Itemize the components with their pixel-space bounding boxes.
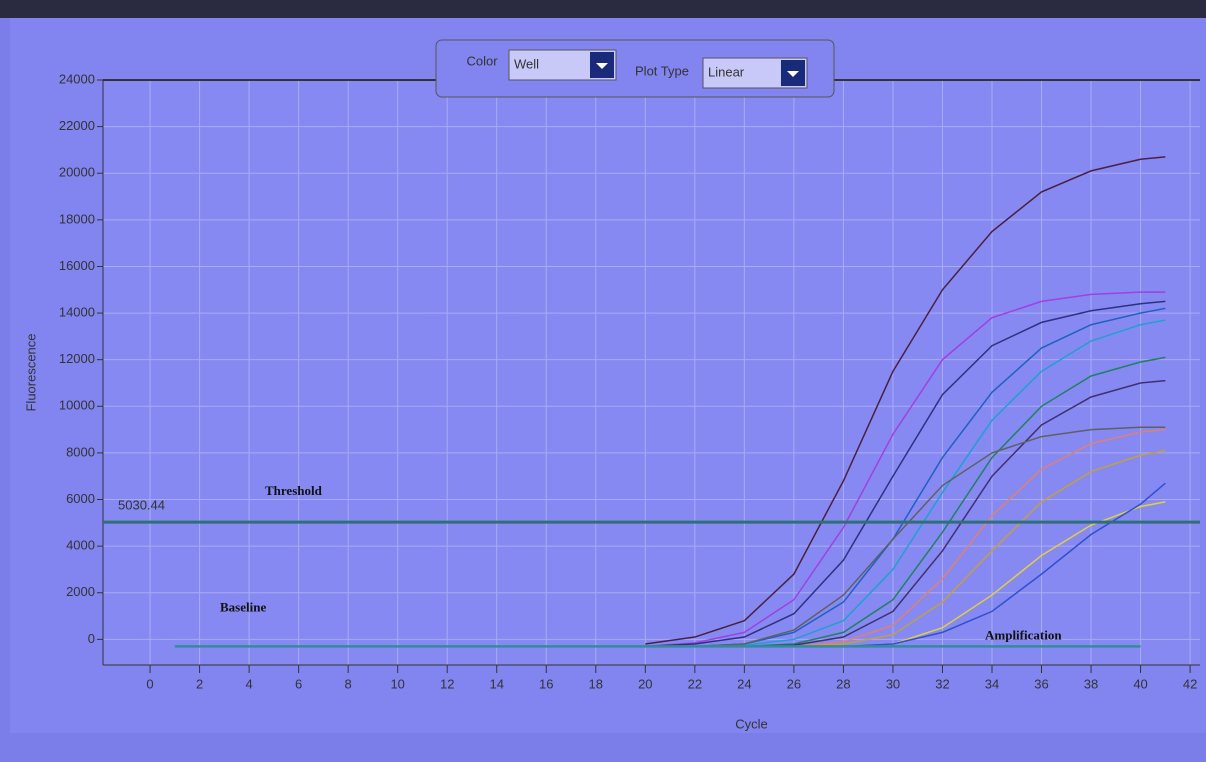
x-tick-label: 16 [539, 676, 553, 691]
plot: 0200040006000800010000120001400016000180… [23, 71, 1200, 731]
y-tick-label: 6000 [66, 491, 95, 506]
x-tick-label: 4 [245, 676, 252, 691]
x-tick-label: 40 [1133, 676, 1147, 691]
x-tick-label: 6 [295, 676, 302, 691]
x-tick-label: 24 [737, 676, 751, 691]
y-tick-label: 22000 [59, 118, 95, 133]
y-tick-label: 16000 [59, 258, 95, 273]
top-frame [0, 0, 1206, 18]
x-tick-label: 2 [196, 676, 203, 691]
x-tick-label: 18 [589, 676, 603, 691]
page: 0200040006000800010000120001400016000180… [0, 0, 1206, 757]
x-tick-label: 38 [1084, 676, 1098, 691]
x-tick-label: 8 [345, 676, 352, 691]
y-tick-label: 24000 [59, 71, 95, 86]
color-value: Well [514, 56, 539, 71]
x-tick-label: 20 [638, 676, 652, 691]
y-axis-label: Fluorescence [23, 333, 38, 411]
screen: 0200040006000800010000120001400016000180… [0, 0, 1206, 757]
x-tick-label: 36 [1034, 676, 1048, 691]
x-tick-label: 34 [985, 676, 999, 691]
threshold-label: Threshold [265, 483, 323, 498]
x-tick-label: 42 [1183, 676, 1197, 691]
plot-type-label: Plot Type [635, 63, 689, 78]
x-tick-label: 28 [836, 676, 850, 691]
x-tick-label: 0 [146, 676, 153, 691]
y-tick-label: 18000 [59, 211, 95, 226]
x-tick-label: 12 [440, 676, 454, 691]
amplification-label: Amplification [985, 627, 1062, 642]
y-tick-label: 0 [88, 631, 95, 646]
x-tick-label: 14 [489, 676, 503, 691]
x-tick-label: 32 [935, 676, 949, 691]
y-tick-label: 12000 [59, 351, 95, 366]
plot-area [103, 80, 1200, 665]
y-tick-label: 2000 [66, 584, 95, 599]
x-axis-label: Cycle [735, 716, 768, 731]
plot-type-value: Linear [708, 64, 745, 79]
y-tick-label: 4000 [66, 538, 95, 553]
y-tick-label: 10000 [59, 398, 95, 413]
x-tick-label: 26 [787, 676, 801, 691]
x-tick-label: 22 [688, 676, 702, 691]
threshold-value: 5030.44 [118, 498, 165, 513]
y-tick-label: 20000 [59, 165, 95, 180]
y-tick-label: 8000 [66, 444, 95, 459]
y-tick-label: 14000 [59, 305, 95, 320]
x-tick-label: 30 [886, 676, 900, 691]
baseline-label: Baseline [220, 599, 266, 614]
color-label: Color [466, 53, 498, 68]
x-tick-label: 10 [390, 676, 404, 691]
